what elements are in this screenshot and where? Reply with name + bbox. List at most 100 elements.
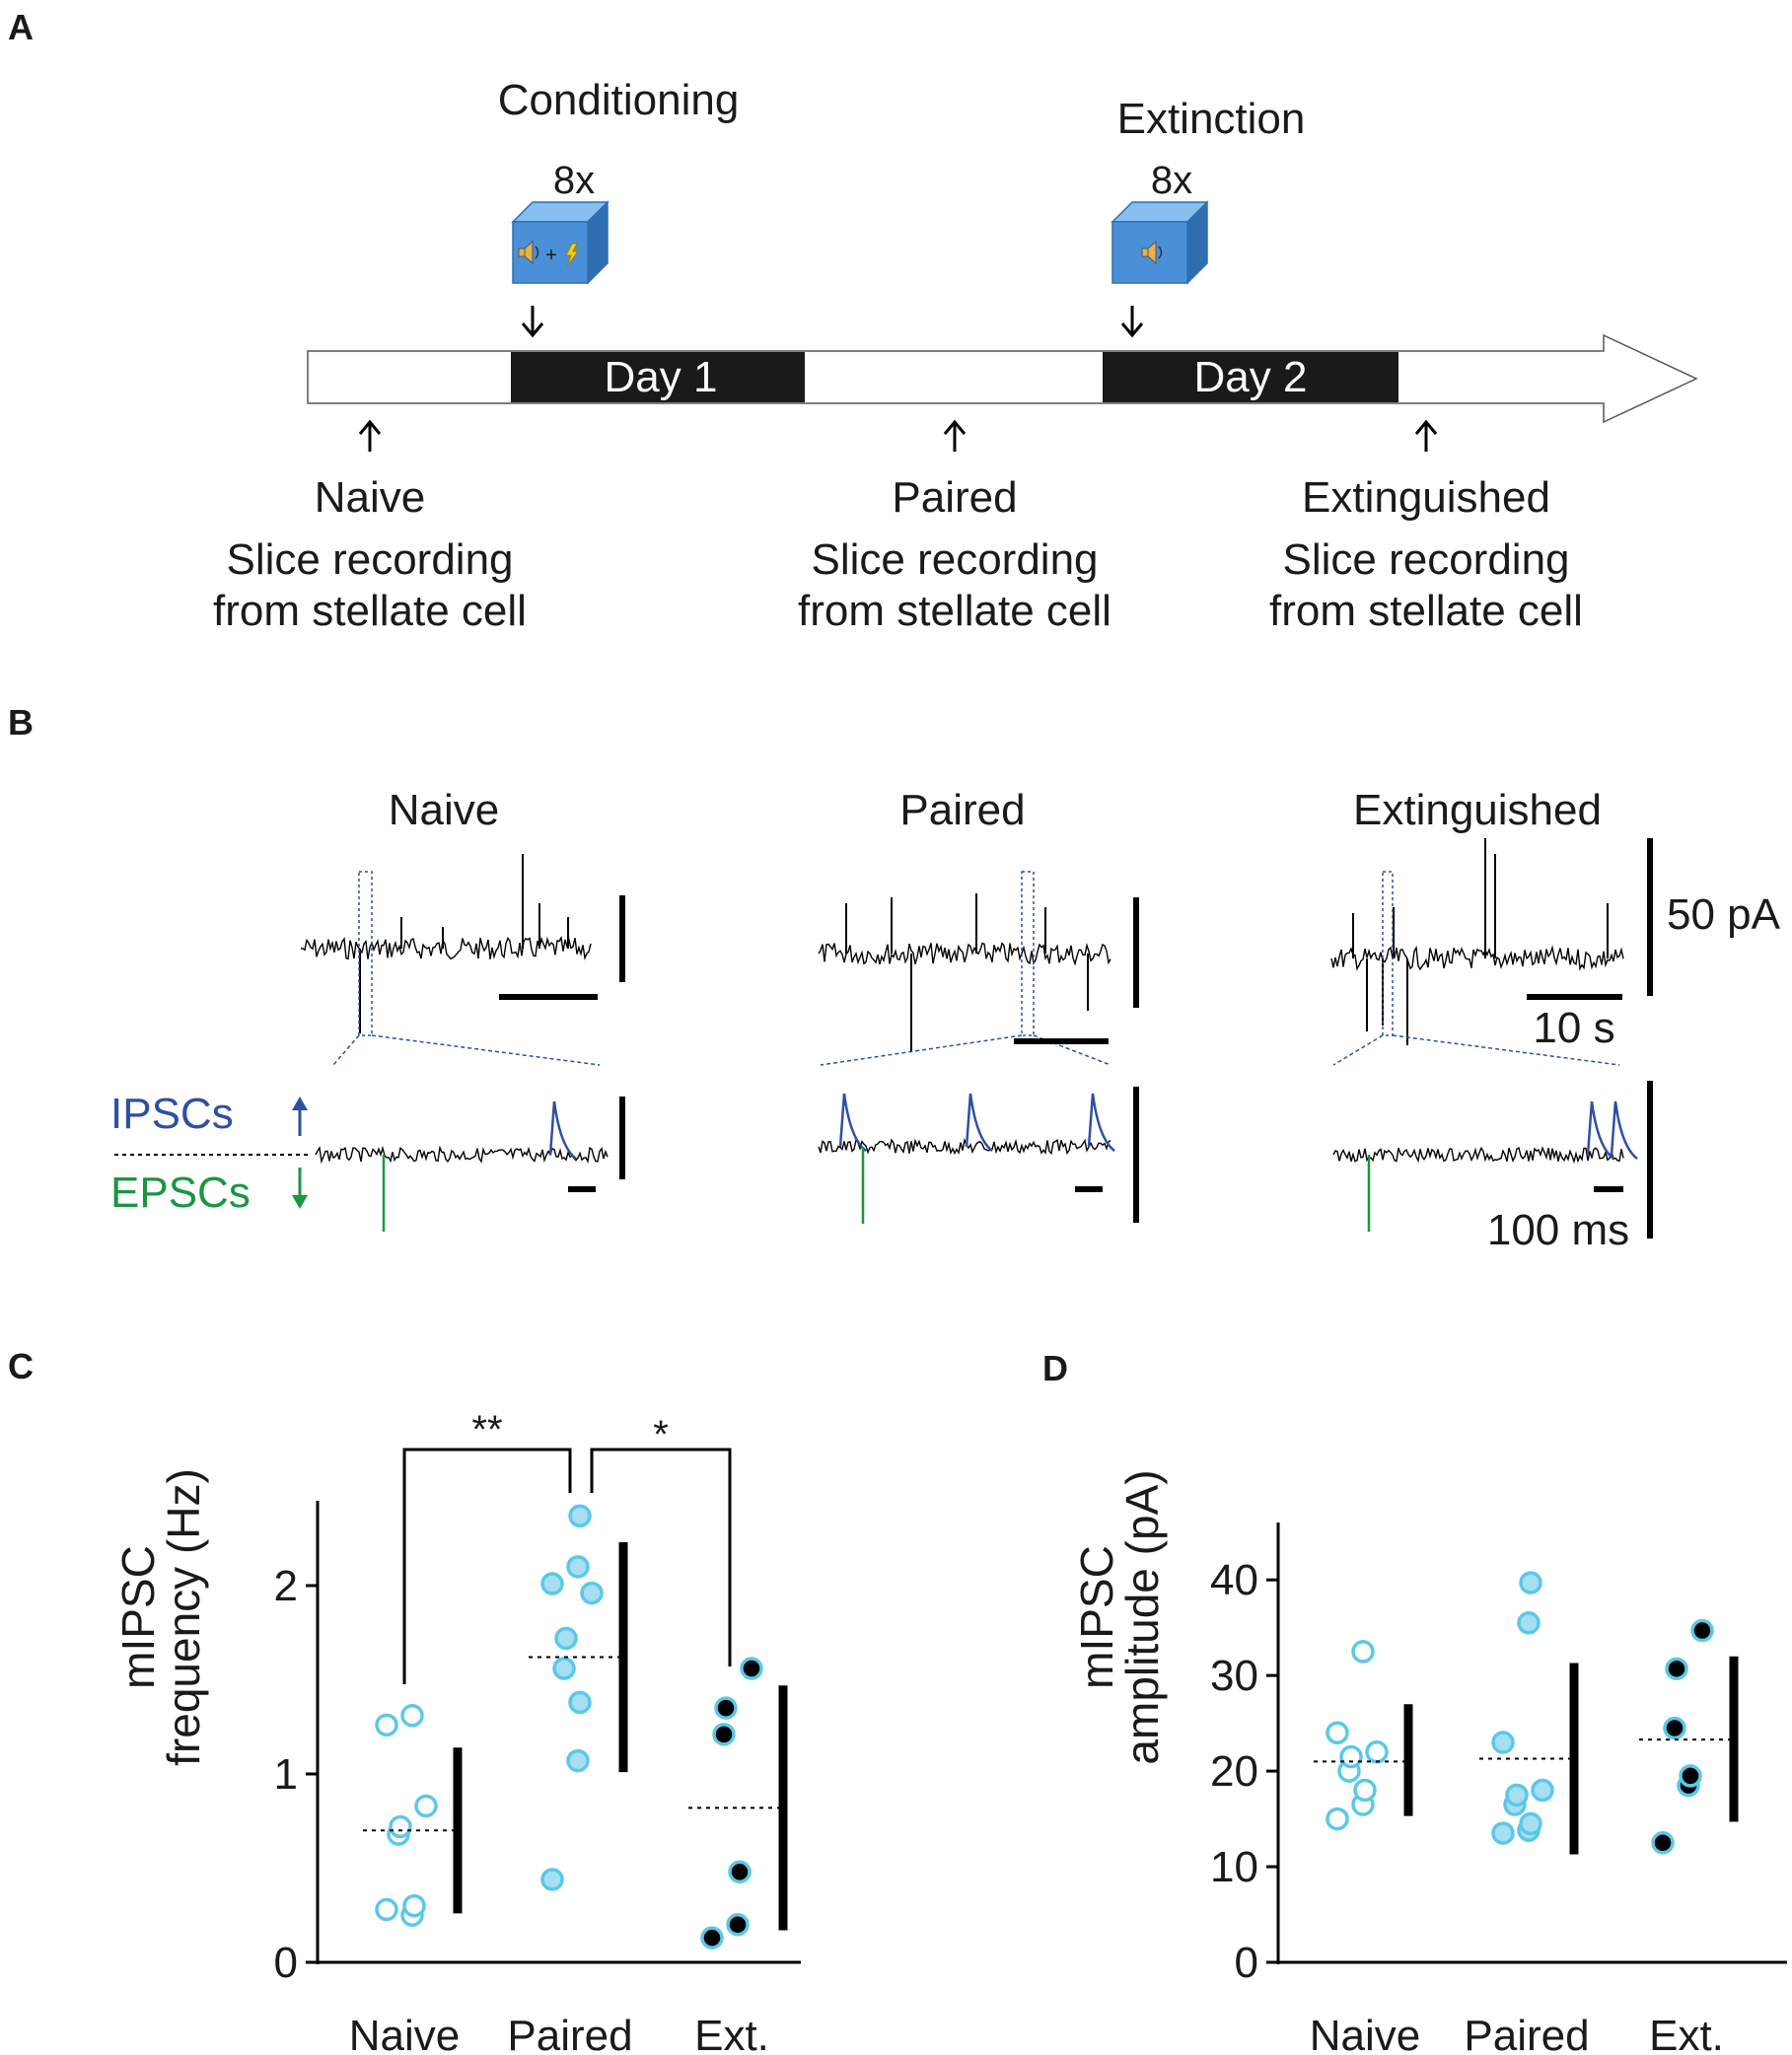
data-point bbox=[1505, 1783, 1529, 1807]
x-tick-label: Ext. bbox=[1649, 2012, 1724, 2055]
data-point bbox=[714, 1696, 738, 1720]
y-axis-label-line2: amplitude (pA) bbox=[1116, 1469, 1168, 1764]
group-name-paired: Paired bbox=[892, 473, 1017, 522]
significance-bracket bbox=[590, 1448, 732, 1666]
y-tick-label: 1 bbox=[274, 1750, 298, 1799]
x-tick-label: Paired bbox=[1464, 2012, 1589, 2055]
y-tick-label: 40 bbox=[1210, 1556, 1258, 1604]
amplitude-chart: mIPSC amplitude (pA) Naive Paired Ext. 0… bbox=[1071, 1469, 1787, 2055]
data-point bbox=[726, 1913, 750, 1937]
y-tick-label: 20 bbox=[1210, 1747, 1258, 1796]
zoom-line bbox=[332, 1034, 360, 1066]
frequency-chart: mIPSC frequency (Hz) Naive Paired Ext. *… bbox=[112, 1408, 801, 2055]
data-point bbox=[1519, 1571, 1542, 1594]
trace-title-paired: Paired bbox=[899, 786, 1025, 834]
group-desc-line2: from stellate cell bbox=[1269, 587, 1583, 635]
ipsc-label: IPSCs bbox=[110, 1090, 234, 1138]
arrow-down-icon bbox=[521, 306, 544, 338]
scale-label-current: 50 pA bbox=[1667, 890, 1781, 939]
y-tick-label: 0 bbox=[1235, 1939, 1258, 1987]
data-point bbox=[375, 1713, 398, 1737]
repeat-count-conditioning: 8x bbox=[553, 159, 595, 202]
speaker-icon bbox=[518, 240, 539, 265]
data-point bbox=[566, 1555, 590, 1579]
data-point bbox=[1365, 1739, 1389, 1764]
y-tick-label: 0 bbox=[274, 1939, 298, 1987]
day2-label: Day 2 bbox=[1194, 353, 1308, 401]
data-point bbox=[1663, 1716, 1686, 1740]
significance-marker: * bbox=[653, 1413, 669, 1456]
zoom-box bbox=[1382, 871, 1394, 1036]
zoom-line bbox=[1392, 1034, 1620, 1066]
data-point bbox=[402, 1893, 426, 1918]
x-tick-label: Ext. bbox=[694, 2012, 769, 2055]
data-point bbox=[740, 1657, 763, 1680]
extinction-chamber-icon bbox=[1111, 200, 1209, 285]
data-point bbox=[389, 1814, 412, 1839]
arrow-up-icon bbox=[1414, 419, 1438, 452]
scale-bars bbox=[499, 838, 1653, 1239]
data-point bbox=[1679, 1764, 1702, 1788]
data-point bbox=[568, 1690, 592, 1715]
panel-label-b: B bbox=[8, 702, 34, 743]
detail-trace bbox=[315, 1145, 609, 1165]
data-point bbox=[566, 1748, 590, 1773]
data-point bbox=[1690, 1618, 1714, 1643]
arrow-down-icon bbox=[292, 1168, 308, 1209]
zoom-box bbox=[1021, 871, 1035, 1036]
panel-label-d: D bbox=[1042, 1348, 1068, 1388]
data-point bbox=[1339, 1744, 1363, 1769]
data-point bbox=[552, 1657, 576, 1680]
arrow-up-icon bbox=[358, 419, 382, 452]
ipsc-event bbox=[548, 1100, 577, 1160]
data-point bbox=[728, 1860, 752, 1884]
ipsc-event bbox=[1087, 1093, 1115, 1152]
panel-label-a: A bbox=[8, 7, 34, 47]
overview-trace bbox=[1330, 945, 1624, 971]
data-point bbox=[540, 1572, 564, 1595]
scale-label-10s: 10 s bbox=[1533, 1004, 1614, 1052]
data-point bbox=[1519, 1811, 1542, 1836]
overview-trace bbox=[818, 942, 1111, 966]
day1-label: Day 1 bbox=[605, 353, 718, 401]
group-desc-line1: Slice recording bbox=[226, 535, 513, 584]
group-desc-line2: from stellate cell bbox=[213, 587, 527, 635]
data-point bbox=[1326, 1807, 1349, 1831]
lightning-icon bbox=[565, 243, 579, 267]
conditioning-chamber-icon: + bbox=[511, 200, 609, 285]
data-point bbox=[568, 1504, 592, 1528]
epsc-label: EPSCs bbox=[110, 1169, 251, 1217]
significance-marker: ** bbox=[471, 1408, 502, 1452]
ipsc-event bbox=[965, 1093, 993, 1152]
data-point bbox=[1665, 1657, 1688, 1681]
data-point bbox=[1491, 1731, 1515, 1754]
speaker-icon bbox=[1141, 240, 1163, 265]
overview-trace bbox=[300, 935, 592, 961]
data-point bbox=[1517, 1611, 1541, 1635]
day2-block bbox=[1103, 352, 1398, 402]
data-point bbox=[1651, 1831, 1675, 1855]
day1-block bbox=[511, 352, 805, 402]
group-desc-line1: Slice recording bbox=[811, 535, 1098, 584]
data-point bbox=[1491, 1821, 1515, 1845]
zoom-line bbox=[820, 1034, 1023, 1066]
data-point bbox=[1351, 1640, 1375, 1664]
data-point bbox=[1531, 1778, 1554, 1803]
y-axis-label-line1: mIPSC bbox=[1071, 1545, 1122, 1689]
arrow-down-icon bbox=[1120, 306, 1144, 338]
data-point bbox=[375, 1897, 398, 1922]
scale-label-100ms: 100 ms bbox=[1487, 1206, 1629, 1254]
x-tick-label: Paired bbox=[507, 2012, 632, 2055]
data-point bbox=[700, 1926, 724, 1949]
x-tick-label: Naive bbox=[349, 2012, 461, 2055]
group-name-extinguished: Extinguished bbox=[1302, 473, 1550, 522]
y-tick-label: 10 bbox=[1210, 1843, 1258, 1891]
panel-label-c: C bbox=[8, 1346, 34, 1386]
plus-sign: + bbox=[545, 245, 557, 266]
y-axis-label-line2: frequency (Hz) bbox=[158, 1468, 209, 1766]
ipsc-event bbox=[1610, 1100, 1638, 1160]
detail-trace bbox=[818, 1137, 1111, 1156]
group-desc-line1: Slice recording bbox=[1282, 535, 1569, 584]
group-desc-line2: from stellate cell bbox=[798, 587, 1111, 635]
